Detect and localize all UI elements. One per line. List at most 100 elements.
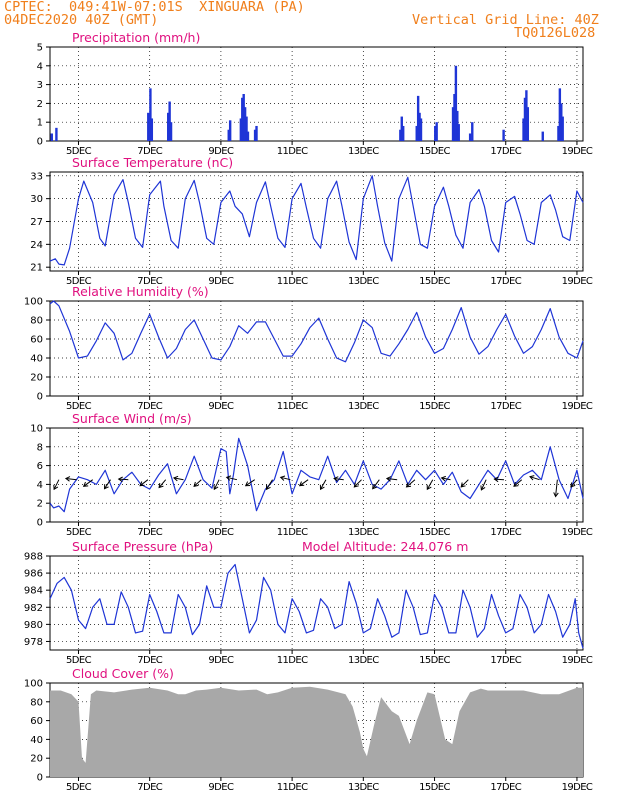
- x-tick-label: 17DEC: [490, 527, 521, 538]
- x-tick-label: 17DEC: [490, 401, 521, 412]
- panel-title: Cloud Cover (%): [72, 666, 174, 681]
- precip-bar: [228, 120, 232, 141]
- precip-bar: [255, 125, 258, 141]
- wind-vector-arrow: [245, 479, 256, 487]
- y-tick-label: 0: [37, 392, 43, 403]
- grid-line-note: Vertical Grid Line: 40Z: [412, 12, 599, 28]
- wind-vector-arrow: [83, 479, 94, 487]
- y-tick-label: 4: [37, 480, 43, 491]
- x-tick-label: 13DEC: [348, 276, 379, 287]
- panel-title: Surface Pressure (hPa): [72, 539, 213, 554]
- wind-vector-arrow: [139, 479, 149, 487]
- series-line: [49, 175, 584, 266]
- y-tick-label: 2: [37, 99, 43, 110]
- y-tick-label: 40: [30, 735, 43, 746]
- precip-bar: [169, 122, 173, 141]
- x-tick-label: 7DEC: [137, 527, 163, 538]
- x-tick-label: 9DEC: [208, 276, 234, 287]
- x-tick-label: 5DEC: [66, 782, 92, 793]
- wind-vector-arrow: [386, 478, 398, 481]
- wind-vector-arrow: [426, 479, 434, 490]
- wind-vector-head: [265, 484, 271, 491]
- x-tick-label: 19DEC: [562, 146, 593, 157]
- y-tick-label: 60: [30, 335, 43, 346]
- wind-vector-head: [117, 476, 123, 483]
- x-tick-label: 19DEC: [562, 276, 593, 287]
- station-header: CPTEC: 049:41W-07:01S XINGUARA (PA): [4, 0, 305, 15]
- wind-vector-arrow: [158, 479, 167, 488]
- wind-vector-head: [460, 482, 466, 488]
- x-tick-label: 5DEC: [66, 655, 92, 666]
- precip-bar: [55, 127, 58, 141]
- series-line: [49, 437, 584, 513]
- y-tick-label: 986: [24, 569, 43, 580]
- series-line: [49, 563, 584, 649]
- x-tick-label: 7DEC: [137, 276, 163, 287]
- wind-vector-head: [193, 481, 199, 487]
- y-tick-label: 980: [24, 620, 43, 631]
- x-tick-label: 5DEC: [66, 146, 92, 157]
- model-code: TQ0126L028: [514, 25, 596, 41]
- x-tick-label: 15DEC: [419, 655, 450, 666]
- x-tick-label: 9DEC: [208, 527, 234, 538]
- y-tick-label: 0: [37, 518, 43, 529]
- precip-bar: [399, 129, 402, 141]
- wind-vector-arrow: [193, 479, 202, 487]
- wind-vector-arrow: [480, 479, 487, 491]
- wind-vector-head: [298, 481, 305, 487]
- panel-5: 5DEC 7DEC 9DEC 11DEC 13DEC 15DEC 17DEC 19DEC 978…: [24, 539, 594, 666]
- precip-bar: [239, 118, 243, 141]
- x-tick-label: 15DEC: [419, 146, 450, 157]
- x-tick-label: 19DEC: [562, 527, 593, 538]
- x-tick-label: 7DEC: [137, 655, 163, 666]
- panel-frame: [49, 555, 584, 651]
- wind-vector-head: [103, 484, 109, 490]
- x-tick-label: 19DEC: [562, 782, 593, 793]
- wind-vector-head: [426, 484, 432, 491]
- panel-title: Precipitation (mm/h): [72, 30, 200, 45]
- precip-bar: [149, 88, 152, 141]
- x-tick-label: 7DEC: [137, 401, 163, 412]
- wind-vector-head: [353, 482, 359, 488]
- precip-bar: [558, 88, 562, 141]
- precip-bar: [150, 118, 154, 141]
- x-tick-label: 13DEC: [348, 527, 379, 538]
- precip-bar: [541, 131, 544, 141]
- x-tick-label: 7DEC: [137, 146, 163, 157]
- wind-vector-arrow: [266, 479, 273, 490]
- y-tick-label: 5: [37, 43, 43, 54]
- precip-bar: [561, 116, 564, 141]
- precip-bar: [227, 129, 230, 141]
- y-tick-label: 100: [24, 297, 43, 308]
- precip-bar: [557, 125, 560, 141]
- y-tick-label: 21: [30, 263, 43, 274]
- wind-vector-head: [53, 484, 59, 491]
- precip-bar: [456, 110, 459, 141]
- precip-bar: [418, 112, 421, 141]
- precip-bar: [245, 116, 248, 141]
- precip-bar: [401, 125, 405, 141]
- wind-vector-arrow: [65, 478, 77, 481]
- y-tick-label: 30: [30, 194, 43, 205]
- wind-vector-arrow: [118, 478, 129, 481]
- panel-4: 5DEC 7DEC 9DEC 11DEC 13DEC 15DEC 17DEC 19DEC 0 2 4…: [30, 411, 593, 538]
- wind-vector-arrow: [372, 479, 380, 489]
- wind-vector-arrow: [570, 479, 578, 488]
- wind-vector-head: [480, 485, 486, 491]
- wind-vector-head: [493, 476, 499, 483]
- x-tick-label: 15DEC: [419, 276, 450, 287]
- precip-bar: [471, 122, 474, 141]
- precip-bar: [147, 112, 150, 141]
- x-tick-label: 7DEC: [137, 782, 163, 793]
- wind-vector-arrow: [494, 478, 504, 481]
- panel-1: 5DEC 7DEC 9DEC 11DEC 13DEC 15DEC 17DEC 19DEC 0 1 2…: [37, 30, 594, 157]
- panel-title: Relative Humidity (%): [72, 284, 209, 299]
- x-tick-label: 11DEC: [277, 401, 308, 412]
- precip-bar: [457, 124, 460, 141]
- panel-frame: [49, 300, 584, 397]
- y-tick-label: 60: [30, 716, 43, 727]
- precip-bar: [435, 122, 438, 141]
- x-tick-label: 9DEC: [208, 655, 234, 666]
- precip-bar: [454, 65, 458, 141]
- wind-vector-head: [213, 484, 219, 491]
